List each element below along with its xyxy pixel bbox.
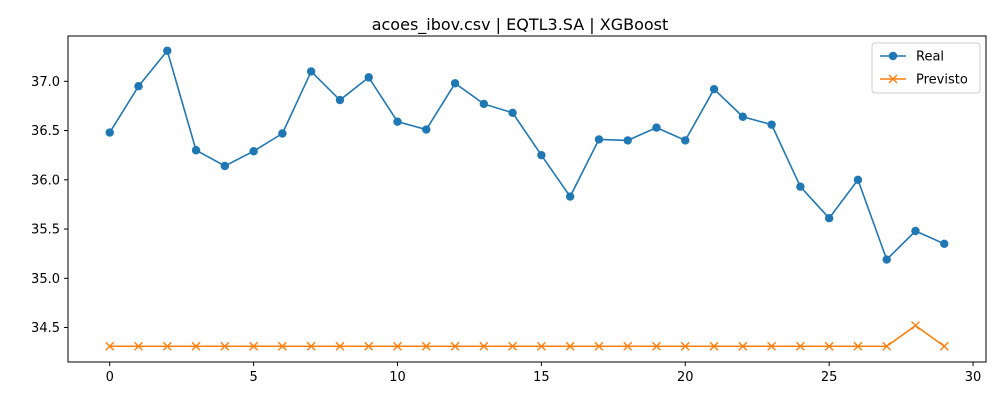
- plot-area: 0 5 10 15 20 25 30 34.5 35.0 35.5 36.0 36.5 37.0: [31, 46, 982, 385]
- y-tick-label: 36.5: [31, 124, 60, 139]
- data-point-previsto: [393, 341, 402, 351]
- data-point-previsto: [565, 341, 575, 351]
- data-point-previsto: [911, 321, 920, 331]
- data-point-previsto: [623, 341, 633, 351]
- y-tick-label: 34.5: [31, 321, 60, 336]
- legend: Real Previsto: [871, 42, 981, 94]
- data-point-real: [479, 99, 489, 109]
- data-point-previsto: [450, 341, 460, 351]
- data-point-real: [422, 125, 431, 134]
- y-tick-label: 35.0: [31, 272, 60, 287]
- data-point-real: [796, 182, 805, 191]
- data-point-real: [191, 146, 201, 155]
- x-tick-label: 10: [389, 370, 406, 385]
- data-point-real: [134, 82, 143, 91]
- data-point-previsto: [738, 341, 748, 351]
- data-point-real: [450, 79, 460, 88]
- data-point-previsto: [853, 341, 863, 351]
- data-point-real: [306, 67, 316, 76]
- data-point-real: [594, 135, 604, 144]
- x-tick-label: 25: [821, 370, 838, 385]
- data-point-real: [738, 112, 748, 121]
- y-tick-label: 37.0: [31, 75, 60, 90]
- x-tick-label: 5: [249, 370, 257, 385]
- data-point-real: [681, 136, 690, 145]
- data-point-previsto: [709, 341, 719, 351]
- data-point-previsto: [220, 341, 230, 351]
- y-tick-label: 36.0: [31, 173, 60, 188]
- data-point-previsto: [105, 341, 115, 351]
- data-point-previsto: [824, 341, 834, 351]
- data-point-previsto: [421, 341, 431, 351]
- data-point-previsto: [306, 341, 316, 351]
- data-point-previsto: [652, 341, 661, 351]
- data-point-previsto: [134, 341, 143, 351]
- data-point-real: [911, 226, 920, 236]
- data-point-previsto: [939, 341, 949, 351]
- legend-label: Real: [916, 50, 944, 65]
- data-point-real: [882, 255, 891, 264]
- data-point-real: [393, 117, 402, 126]
- data-point-real: [623, 136, 632, 145]
- data-point-real: [565, 192, 575, 201]
- data-point-real: [940, 239, 949, 249]
- data-point-real: [278, 129, 287, 138]
- data-point-previsto: [335, 341, 345, 351]
- data-point-previsto: [536, 341, 546, 351]
- data-point-real: [767, 120, 776, 129]
- data-point-real: [335, 95, 345, 105]
- x-tick-label: 30: [965, 370, 982, 385]
- legend-marker-previsto: [888, 74, 898, 84]
- data-point-real: [249, 147, 258, 156]
- data-point-previsto: [767, 341, 777, 351]
- data-point-previsto: [594, 341, 604, 351]
- data-point-real: [105, 128, 114, 137]
- data-point-real: [220, 161, 230, 171]
- axes-frame: [67, 35, 987, 363]
- data-point-real: [163, 46, 172, 55]
- x-tick-label: 0: [106, 370, 114, 385]
- series-line-real: [109, 49, 945, 262]
- data-point-previsto: [249, 341, 259, 351]
- data-point-real: [652, 123, 661, 132]
- data-point-previsto: [882, 341, 892, 351]
- data-point-previsto: [479, 341, 489, 351]
- data-point-previsto: [364, 341, 374, 351]
- data-point-real: [364, 73, 373, 82]
- x-tick-label: 15: [533, 370, 550, 385]
- data-point-real: [537, 150, 546, 160]
- data-point-real: [824, 214, 834, 223]
- x-tick-label: 20: [677, 370, 694, 385]
- legend-marker-real: [888, 51, 898, 61]
- series-line-previsto: [109, 324, 945, 348]
- data-point-real: [709, 84, 719, 94]
- chart-title: acoes_ibov.csv | EQTL3.SA | XGBoost: [372, 15, 669, 35]
- y-tick-label: 35.5: [31, 223, 60, 238]
- data-point-previsto: [508, 341, 518, 351]
- data-point-previsto: [795, 341, 805, 351]
- data-point-real: [853, 175, 863, 184]
- data-point-previsto: [191, 341, 201, 351]
- legend-label: Previsto: [916, 73, 968, 88]
- data-point-real: [508, 108, 517, 118]
- data-point-previsto: [162, 341, 172, 351]
- data-point-previsto: [680, 341, 690, 351]
- data-point-previsto: [277, 341, 287, 351]
